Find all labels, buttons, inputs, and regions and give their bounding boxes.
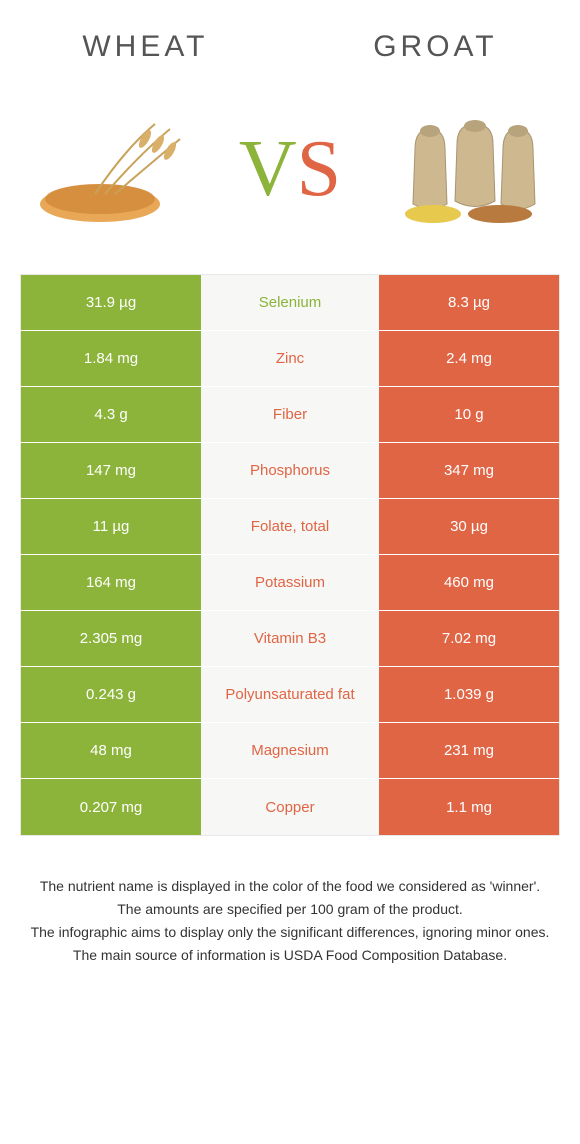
table-row: 48 mgMagnesium231 mg xyxy=(21,723,559,779)
left-value-cell: 4.3 g xyxy=(21,387,201,442)
right-value-cell: 10 g xyxy=(379,387,559,442)
nutrient-label-cell: Polyunsaturated fat xyxy=(201,667,379,722)
left-value-cell: 0.243 g xyxy=(21,667,201,722)
left-food-title: Wheat xyxy=(82,30,208,64)
right-value-cell: 231 mg xyxy=(379,723,559,778)
footer-line: The infographic aims to display only the… xyxy=(20,922,560,943)
table-row: 2.305 mgVitamin B37.02 mg xyxy=(21,611,559,667)
left-value-cell: 1.84 mg xyxy=(21,331,201,386)
left-value-cell: 11 µg xyxy=(21,499,201,554)
nutrient-label-cell: Phosphorus xyxy=(201,443,379,498)
right-value-cell: 8.3 µg xyxy=(379,275,559,330)
left-value-cell: 31.9 µg xyxy=(21,275,201,330)
vs-s: S xyxy=(297,124,342,215)
footer-line: The amounts are specified per 100 gram o… xyxy=(20,899,560,920)
table-row: 31.9 µgSelenium8.3 µg xyxy=(21,275,559,331)
table-row: 4.3 gFiber10 g xyxy=(21,387,559,443)
nutrient-label-cell: Fiber xyxy=(201,387,379,442)
vs-v: V xyxy=(239,124,297,215)
left-value-cell: 164 mg xyxy=(21,555,201,610)
vs-label: VS xyxy=(239,124,341,215)
left-value-cell: 48 mg xyxy=(21,723,201,778)
table-row: 0.243 gPolyunsaturated fat1.039 g xyxy=(21,667,559,723)
left-value-cell: 0.207 mg xyxy=(21,779,201,835)
right-value-cell: 7.02 mg xyxy=(379,611,559,666)
right-food-title: Groat xyxy=(373,30,497,64)
wheat-image xyxy=(20,104,200,234)
table-row: 1.84 mgZinc2.4 mg xyxy=(21,331,559,387)
hero: VS xyxy=(0,84,580,274)
right-value-cell: 2.4 mg xyxy=(379,331,559,386)
left-value-cell: 2.305 mg xyxy=(21,611,201,666)
footer-line: The main source of information is USDA F… xyxy=(20,945,560,966)
left-value-cell: 147 mg xyxy=(21,443,201,498)
right-value-cell: 30 µg xyxy=(379,499,559,554)
table-row: 164 mgPotassium460 mg xyxy=(21,555,559,611)
nutrient-table: 31.9 µgSelenium8.3 µg1.84 mgZinc2.4 mg4.… xyxy=(20,274,560,836)
nutrient-label-cell: Folate, total xyxy=(201,499,379,554)
footer-line: The nutrient name is displayed in the co… xyxy=(20,876,560,897)
nutrient-label-cell: Magnesium xyxy=(201,723,379,778)
nutrient-label-cell: Copper xyxy=(201,779,379,835)
footer-notes: The nutrient name is displayed in the co… xyxy=(0,836,580,966)
table-row: 147 mgPhosphorus347 mg xyxy=(21,443,559,499)
right-value-cell: 1.1 mg xyxy=(379,779,559,835)
table-row: 11 µgFolate, total30 µg xyxy=(21,499,559,555)
right-value-cell: 1.039 g xyxy=(379,667,559,722)
header: Wheat Groat xyxy=(0,0,580,84)
nutrient-label-cell: Vitamin B3 xyxy=(201,611,379,666)
table-row: 0.207 mgCopper1.1 mg xyxy=(21,779,559,835)
right-value-cell: 347 mg xyxy=(379,443,559,498)
nutrient-label-cell: Selenium xyxy=(201,275,379,330)
groat-image xyxy=(380,104,560,234)
nutrient-label-cell: Zinc xyxy=(201,331,379,386)
nutrient-label-cell: Potassium xyxy=(201,555,379,610)
right-value-cell: 460 mg xyxy=(379,555,559,610)
